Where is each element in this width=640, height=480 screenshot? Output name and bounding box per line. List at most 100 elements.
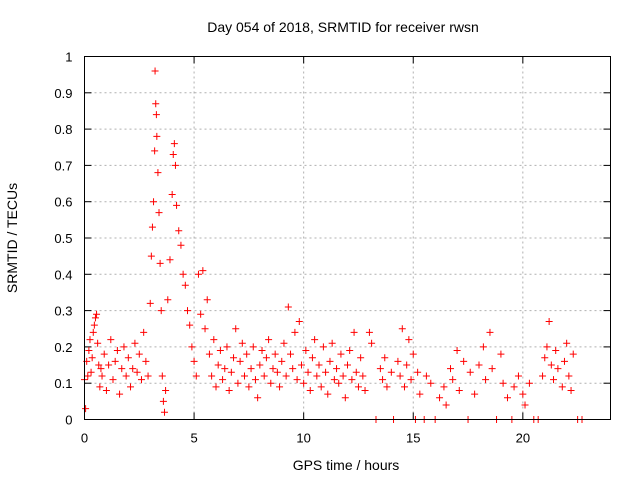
- data-point: [94, 339, 102, 347]
- data-point: [208, 372, 216, 380]
- y-tick-label: 0.8: [54, 122, 72, 137]
- data-point: [201, 325, 209, 333]
- data-point: [245, 383, 253, 391]
- data-point: [315, 361, 323, 369]
- y-tick-label: 0.7: [54, 158, 72, 173]
- data-point: [247, 365, 255, 373]
- data-point: [376, 365, 384, 373]
- data-point: [405, 336, 413, 344]
- data-point: [150, 198, 158, 206]
- data-point: [416, 390, 424, 398]
- y-tick-label: 0.5: [54, 231, 72, 246]
- data-points: [81, 67, 586, 423]
- data-point: [93, 310, 101, 318]
- y-tick-label: 0.6: [54, 195, 72, 210]
- data-point: [317, 383, 325, 391]
- data-point: [460, 357, 468, 365]
- data-point: [254, 394, 262, 402]
- data-point: [109, 376, 117, 384]
- data-point: [157, 307, 165, 315]
- data-point: [238, 339, 246, 347]
- data-point: [565, 372, 573, 380]
- data-point: [289, 365, 297, 373]
- data-point: [357, 354, 365, 362]
- data-point: [547, 361, 555, 369]
- data-point: [550, 376, 558, 384]
- data-point: [499, 379, 507, 387]
- data-point: [89, 328, 97, 336]
- plot-frame: [84, 56, 611, 420]
- data-point: [84, 372, 92, 380]
- data-point: [225, 386, 233, 394]
- data-point: [414, 368, 422, 376]
- data-point: [140, 328, 148, 336]
- data-point: [368, 339, 376, 347]
- data-point: [133, 368, 141, 376]
- data-point: [160, 408, 168, 416]
- data-point: [173, 201, 181, 209]
- data-point: [82, 405, 90, 413]
- data-point: [97, 365, 105, 373]
- data-point: [131, 339, 139, 347]
- data-point: [282, 372, 290, 380]
- data-point: [271, 350, 279, 358]
- data-point: [567, 386, 575, 394]
- data-point: [328, 339, 336, 347]
- data-point: [293, 376, 301, 384]
- data-point: [116, 390, 124, 398]
- data-point: [243, 350, 251, 358]
- data-point: [249, 343, 257, 351]
- data-point: [563, 339, 571, 347]
- data-point: [341, 394, 349, 402]
- data-point: [151, 67, 159, 75]
- data-point: [129, 365, 137, 373]
- data-point: [521, 401, 529, 409]
- y-tick-label: 0.4: [54, 267, 72, 282]
- data-point: [216, 347, 224, 355]
- data-point: [447, 365, 455, 373]
- data-point: [394, 357, 402, 365]
- data-point: [440, 383, 448, 391]
- data-point: [158, 372, 166, 380]
- data-point: [442, 401, 450, 409]
- data-point: [169, 151, 177, 159]
- data-point: [297, 361, 305, 369]
- data-point: [313, 372, 321, 380]
- data-point: [361, 386, 369, 394]
- data-point: [284, 303, 292, 311]
- data-point: [407, 376, 415, 384]
- data-point: [541, 354, 549, 362]
- x-tick-label: 5: [190, 431, 197, 446]
- data-point: [346, 347, 354, 355]
- data-point: [95, 361, 103, 369]
- data-point: [91, 314, 99, 322]
- data-point: [365, 328, 373, 336]
- data-point: [379, 376, 387, 384]
- data-point: [205, 350, 213, 358]
- data-point: [558, 383, 566, 391]
- data-point: [234, 379, 242, 387]
- data-point: [194, 270, 202, 278]
- data-point: [396, 372, 404, 380]
- data-point: [278, 357, 286, 365]
- data-point: [466, 368, 474, 376]
- data-point: [168, 190, 176, 198]
- data-point: [503, 394, 511, 402]
- data-point: [308, 354, 316, 362]
- x-axis-label: GPS time / hours: [293, 457, 400, 473]
- data-point: [142, 357, 150, 365]
- data-point: [383, 383, 391, 391]
- data-point: [181, 281, 189, 289]
- data-point: [387, 368, 395, 376]
- data-point: [348, 376, 356, 384]
- data-point: [137, 376, 145, 384]
- data-point: [514, 372, 522, 380]
- data-point: [552, 347, 560, 355]
- data-point: [221, 365, 229, 373]
- y-tick-label: 1: [65, 50, 72, 65]
- data-point: [135, 350, 143, 358]
- data-point: [569, 350, 577, 358]
- data-point: [118, 365, 126, 373]
- data-point: [86, 336, 94, 344]
